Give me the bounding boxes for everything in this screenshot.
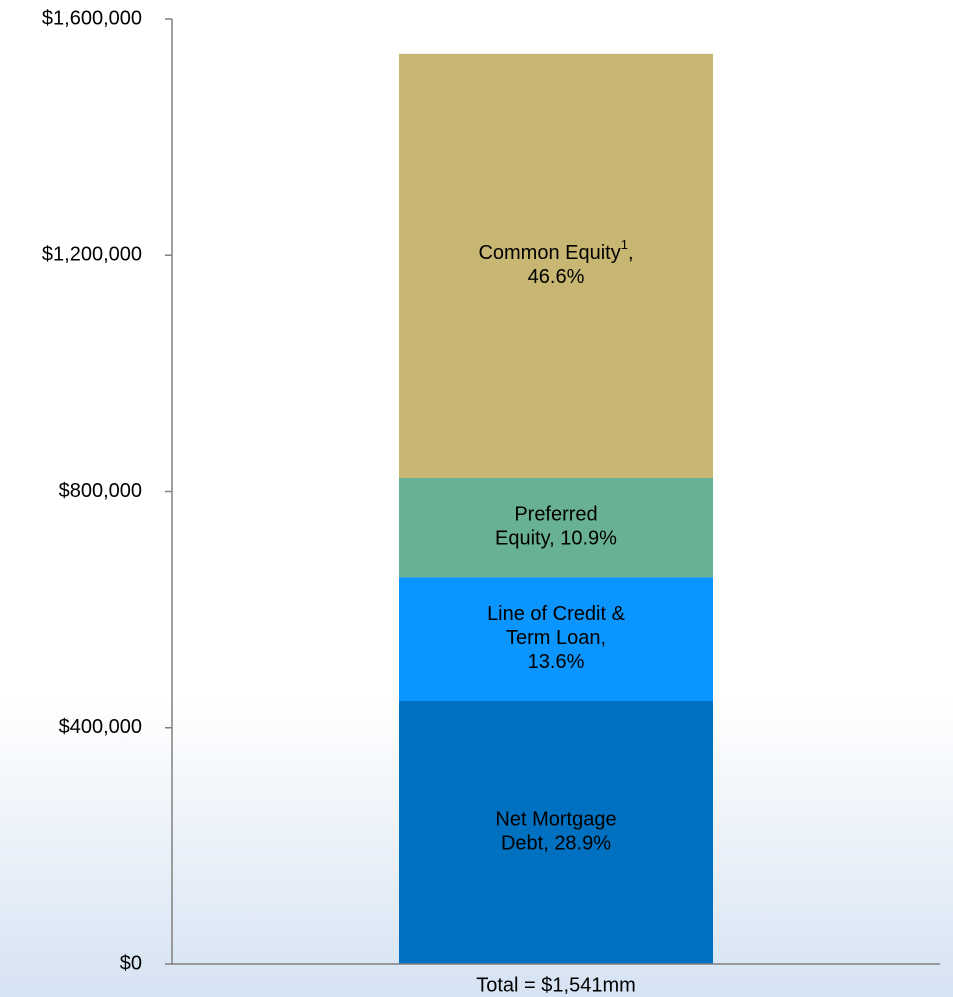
segment-label-text: 13.6%	[528, 651, 585, 673]
segment-label-text: 46.6%	[528, 266, 585, 288]
y-tick-label: $800,000	[59, 480, 142, 502]
x-tick-label: Total = $1,541mm	[476, 974, 636, 996]
y-tick-label: $1,600,000	[42, 7, 142, 29]
segment-label-text: Preferred	[514, 504, 597, 526]
segment-label: Debt, 28.9%	[501, 833, 611, 855]
bar-segment	[399, 53, 713, 478]
segment-label-text: Term Loan,	[506, 627, 606, 649]
segment-label: Preferred	[514, 504, 597, 526]
segment-label: 13.6%	[528, 651, 585, 673]
segment-label: Line of Credit &	[487, 603, 626, 625]
segment-label: Equity, 10.9%	[495, 528, 617, 550]
segment-label-text: Common Equity	[478, 242, 620, 264]
bar-segment	[399, 700, 713, 964]
bar-segment	[399, 577, 713, 701]
segment-label: Term Loan,	[506, 627, 606, 649]
segment-label-text: Line of Credit &	[487, 603, 626, 625]
footnote-mark: 1	[621, 237, 628, 252]
segment-label-text: Net Mortgage	[495, 809, 616, 831]
segment-label-text: Debt, 28.9%	[501, 833, 611, 855]
segment-label-text: Equity, 10.9%	[495, 528, 617, 550]
y-tick-label: $1,200,000	[42, 244, 142, 266]
segment-label: Common Equity1,	[478, 237, 633, 264]
y-tick-label: $0	[120, 952, 142, 974]
segment-label: Net Mortgage	[495, 809, 616, 831]
y-tick-label: $400,000	[59, 716, 142, 738]
bar-segment	[399, 477, 713, 578]
segment-label-text: ,	[628, 242, 634, 264]
segment-label: 46.6%	[528, 266, 585, 288]
